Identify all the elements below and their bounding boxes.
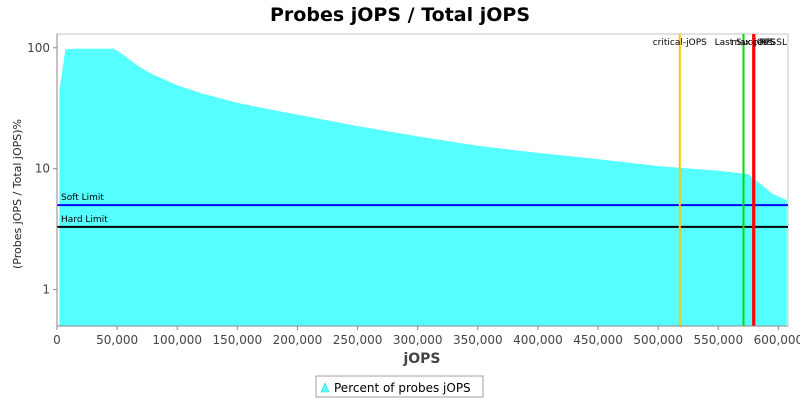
y-tick-label-2: 100 — [27, 41, 50, 55]
marker-label-0: critical-jOPS — [653, 38, 707, 48]
x-tick-label-10: 500,000 — [633, 333, 683, 347]
chart-title: Probes jOPS / Total jOPS — [270, 4, 530, 26]
limit-label-0: Soft Limit — [61, 193, 104, 203]
x-tick-label-12: 600,000 — [754, 333, 800, 347]
y-tick-label-0: 1 — [42, 283, 50, 297]
limit-lines-layer: Soft Limit Hard Limit — [57, 193, 788, 228]
marker-label-3: RTSSL — [759, 38, 787, 48]
y-axis-title: (Probes jOPS / Total jOPS)% — [11, 119, 24, 269]
marker-label-1: Last Success — [715, 38, 773, 48]
x-axis-title: jOPS — [402, 351, 440, 367]
x-tick-label-0: 0 — [53, 333, 61, 347]
x-tick-label-5: 250,000 — [333, 333, 383, 347]
legend-label: Percent of probes jOPS — [334, 381, 471, 395]
x-tick-label-11: 550,000 — [693, 333, 743, 347]
legend-box — [315, 375, 484, 398]
series-area-layer — [59, 48, 787, 327]
x-tick-label-8: 400,000 — [513, 333, 563, 347]
x-tick-label-7: 350,000 — [453, 333, 503, 347]
y-axis-ticks: 1 10 100 — [27, 41, 57, 297]
legend-swatch-icon — [320, 382, 330, 393]
limit-label-1: Hard Limit — [61, 215, 108, 225]
marker-label-2: max-jOPS — [731, 38, 775, 48]
x-tick-label-6: 300,000 — [393, 333, 443, 347]
x-tick-label-3: 150,000 — [213, 333, 263, 347]
series-area-0 — [59, 48, 787, 327]
x-tick-label-4: 200,000 — [273, 333, 323, 347]
x-axis-ticks: 0 50,000 100,000 150,000 200,000 250,000 300,0… — [53, 326, 800, 347]
x-tick-label-1: 50,000 — [96, 333, 138, 347]
x-tick-label-9: 450,000 — [573, 333, 623, 347]
x-tick-label-2: 100,000 — [152, 333, 202, 347]
y-tick-label-1: 10 — [35, 162, 50, 176]
legend: Percent of probes jOPS — [315, 375, 484, 398]
